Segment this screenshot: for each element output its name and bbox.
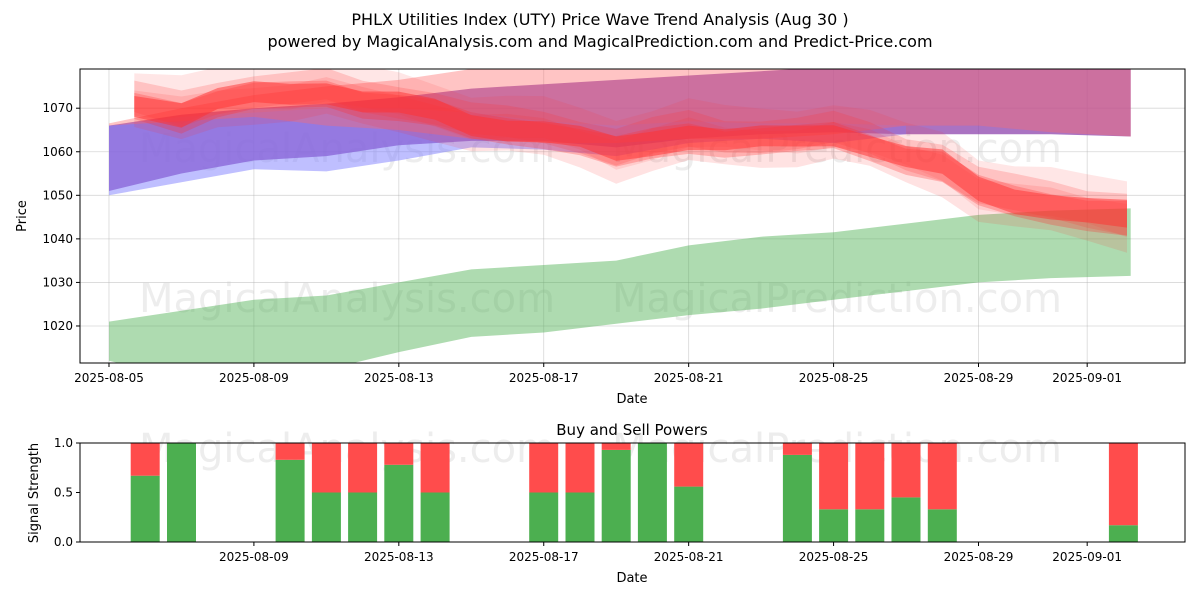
sell-bar	[275, 443, 305, 460]
signal-x-tick-label: 2025-08-09	[219, 550, 289, 564]
buy-bar	[384, 464, 414, 542]
sell-bar	[130, 443, 160, 476]
buy-bar	[855, 509, 885, 542]
signal-title: Buy and Sell Powers	[556, 421, 708, 439]
red-ribbon-layer	[134, 77, 1128, 253]
buy-bar	[819, 509, 849, 542]
signal-y-axis-label: Signal Strength	[27, 443, 42, 543]
sell-bar	[674, 443, 704, 487]
sell-bar	[891, 443, 921, 498]
price-y-tick-label: 1040	[42, 232, 73, 246]
signal-x-tick-label: 2025-08-13	[364, 550, 434, 564]
watermark-text: MagicalPrediction.com	[612, 276, 1062, 322]
signal-y-ticks: 0.0 0.5 1.0	[54, 436, 80, 549]
sell-bar	[927, 443, 957, 510]
price-x-tick-label: 2025-08-25	[799, 371, 869, 385]
buy-bar	[891, 497, 921, 542]
sell-bar	[819, 443, 849, 510]
price-plot: MagicalAnalysis.com MagicalPrediction.com…	[15, 68, 1186, 407]
watermark-text: MagicalAnalysis.com	[139, 426, 555, 472]
buy-bar	[782, 454, 812, 542]
sell-bar	[855, 443, 885, 510]
buy-bar	[420, 492, 450, 542]
chart-subtitle: powered by MagicalAnalysis.com and Magic…	[267, 32, 932, 51]
price-x-tick-label: 2025-08-05	[74, 371, 144, 385]
light-red-band	[109, 69, 1131, 143]
signal-y-tick-label: 1.0	[54, 436, 73, 450]
price-x-tick-label: 2025-09-01	[1052, 371, 1122, 385]
buy-bar	[927, 509, 957, 542]
price-y-tick-label: 1030	[42, 275, 73, 289]
buy-bar	[1108, 525, 1138, 542]
signal-plot: Buy and Sell Powers MagicalAnalysis.comM…	[27, 421, 1186, 586]
buy-bar	[529, 492, 559, 542]
buy-bar	[130, 475, 160, 542]
sell-bar	[529, 443, 559, 493]
sell-bar	[1108, 443, 1138, 526]
buy-bar	[275, 459, 305, 542]
signal-x-tick-label: 2025-08-21	[654, 550, 724, 564]
sell-bar	[420, 443, 450, 493]
price-x-tick-label: 2025-08-17	[509, 371, 579, 385]
sell-bar	[384, 443, 414, 465]
signal-x-ticks: 2025-08-09 2025-08-13 2025-08-17 2025-08-21…	[219, 542, 1122, 564]
signal-x-tick-label: 2025-08-17	[509, 550, 579, 564]
green-band	[109, 208, 1131, 363]
price-plot-frame	[79, 68, 1186, 364]
sell-bar	[311, 443, 341, 493]
red-ribbon-layer	[134, 81, 1128, 228]
sell-bar	[348, 443, 378, 493]
signal-x-tick-label: 2025-08-25	[799, 550, 869, 564]
price-y-ticks: 1020 1030 1040 1050 1060 1070	[42, 101, 80, 333]
watermark-text: MagicalAnalysis.com	[139, 276, 555, 322]
signal-x-axis-label: Date	[616, 571, 647, 586]
price-y-tick-label: 1070	[42, 101, 73, 115]
price-x-axis-label: Date	[616, 392, 647, 407]
buy-bar	[637, 443, 667, 542]
price-series	[109, 69, 1131, 363]
buy-bar	[601, 449, 631, 542]
sell-bar	[565, 443, 595, 493]
buy-bar	[565, 492, 595, 542]
signal-bars	[130, 443, 1138, 542]
buy-bar	[311, 492, 341, 542]
price-y-axis-label: Price	[15, 200, 30, 232]
buy-bar	[674, 486, 704, 542]
buy-bar	[348, 492, 378, 542]
signal-y-tick-label: 0.5	[54, 486, 73, 500]
sell-bar	[782, 443, 812, 455]
signal-x-tick-label: 2025-09-01	[1052, 550, 1122, 564]
buy-bar	[167, 443, 196, 542]
price-x-tick-label: 2025-08-13	[364, 371, 434, 385]
price-x-tick-label: 2025-08-09	[219, 371, 289, 385]
price-y-tick-label: 1020	[42, 319, 73, 333]
signal-x-tick-label: 2025-08-29	[944, 550, 1014, 564]
signal-y-tick-label: 0.0	[54, 535, 73, 549]
chart-title: PHLX Utilities Index (UTY) Price Wave Tr…	[351, 10, 848, 29]
price-y-tick-label: 1060	[42, 145, 73, 159]
price-x-tick-label: 2025-08-21	[654, 371, 724, 385]
price-x-ticks: 2025-08-05 2025-08-09 2025-08-13 2025-08-17…	[74, 363, 1122, 385]
sell-bar	[601, 443, 631, 450]
price-x-tick-label: 2025-08-29	[944, 371, 1014, 385]
price-y-tick-label: 1050	[42, 188, 73, 202]
